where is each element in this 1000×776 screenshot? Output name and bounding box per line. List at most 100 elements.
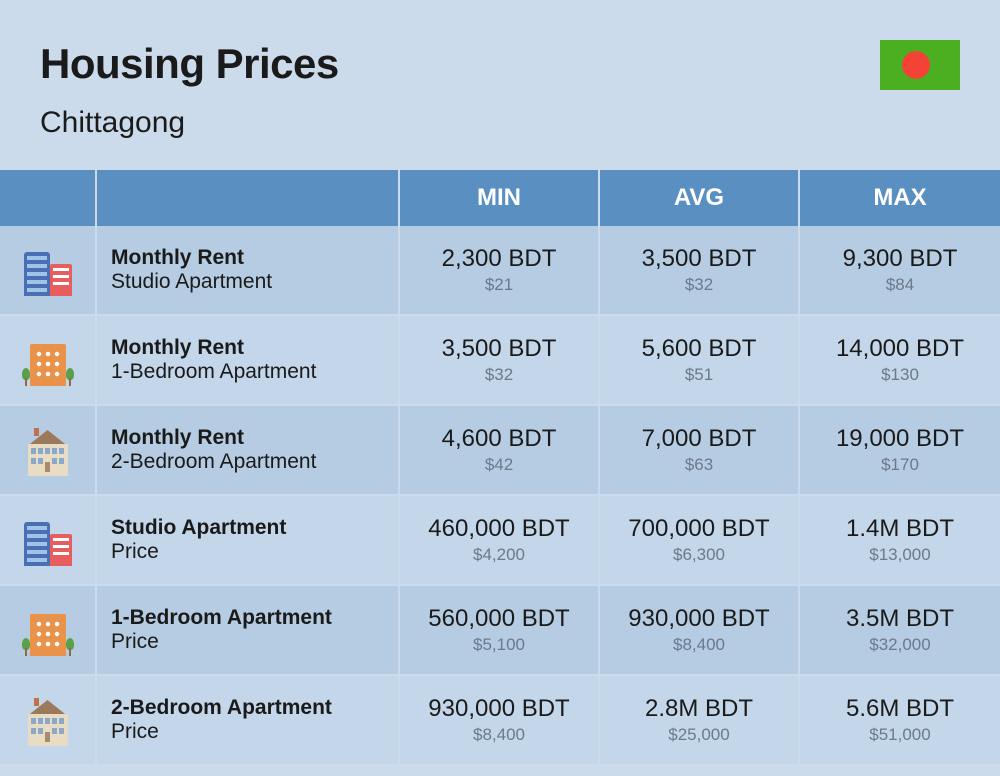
cell-icon [0, 496, 97, 584]
th-icon [0, 170, 97, 226]
cell-max: 14,000 BDT$130 [800, 316, 1000, 404]
cell-max: 1.4M BDT$13,000 [800, 496, 1000, 584]
min-primary: 460,000 BDT [428, 515, 569, 543]
flag-circle [902, 51, 930, 79]
avg-secondary: $32 [685, 275, 713, 295]
avg-primary: 2.8M BDT [645, 695, 753, 723]
max-secondary: $130 [881, 365, 919, 385]
pricing-table: MIN AVG MAX Monthly RentStudio Apartment… [0, 170, 1000, 766]
cell-max: 5.6M BDT$51,000 [800, 676, 1000, 764]
cell-label: Studio ApartmentPrice [97, 496, 400, 584]
table-row: Monthly Rent1-Bedroom Apartment3,500 BDT… [0, 316, 1000, 406]
cell-avg: 5,600 BDT$51 [600, 316, 800, 404]
cell-icon [0, 316, 97, 404]
cell-min: 4,600 BDT$42 [400, 406, 600, 494]
table-row: Studio ApartmentPrice460,000 BDT$4,20070… [0, 496, 1000, 586]
min-secondary: $8,400 [473, 725, 525, 745]
table-row: 1-Bedroom ApartmentPrice560,000 BDT$5,10… [0, 586, 1000, 676]
cell-min: 460,000 BDT$4,200 [400, 496, 600, 584]
avg-secondary: $25,000 [668, 725, 729, 745]
min-primary: 3,500 BDT [442, 335, 557, 363]
min-secondary: $21 [485, 275, 513, 295]
avg-secondary: $8,400 [673, 635, 725, 655]
cell-min: 2,300 BDT$21 [400, 226, 600, 314]
cell-avg: 7,000 BDT$63 [600, 406, 800, 494]
th-avg: AVG [600, 170, 800, 226]
cell-avg: 3,500 BDT$32 [600, 226, 800, 314]
min-secondary: $32 [485, 365, 513, 385]
max-secondary: $13,000 [869, 545, 930, 565]
cell-label: 1-Bedroom ApartmentPrice [97, 586, 400, 674]
building-orange-icon [22, 334, 74, 386]
flag-icon [880, 40, 960, 90]
row-title: Monthly Rent [111, 426, 398, 450]
row-title: Studio Apartment [111, 516, 398, 540]
buildings-icon [22, 514, 74, 566]
max-primary: 1.4M BDT [846, 515, 954, 543]
max-primary: 14,000 BDT [836, 335, 964, 363]
max-primary: 5.6M BDT [846, 695, 954, 723]
avg-secondary: $6,300 [673, 545, 725, 565]
avg-secondary: $51 [685, 365, 713, 385]
cell-max: 19,000 BDT$170 [800, 406, 1000, 494]
table-row: 2-Bedroom ApartmentPrice930,000 BDT$8,40… [0, 676, 1000, 766]
table-body: Monthly RentStudio Apartment2,300 BDT$21… [0, 226, 1000, 766]
max-secondary: $32,000 [869, 635, 930, 655]
row-subtitle: 2-Bedroom Apartment [111, 450, 398, 474]
page-title: Housing Prices [40, 40, 960, 88]
house-icon [22, 424, 74, 476]
avg-primary: 930,000 BDT [628, 605, 769, 633]
min-secondary: $42 [485, 455, 513, 475]
row-subtitle: 1-Bedroom Apartment [111, 360, 398, 384]
building-orange-icon [22, 604, 74, 656]
table-row: Monthly RentStudio Apartment2,300 BDT$21… [0, 226, 1000, 316]
cell-max: 3.5M BDT$32,000 [800, 586, 1000, 674]
min-secondary: $4,200 [473, 545, 525, 565]
cell-avg: 2.8M BDT$25,000 [600, 676, 800, 764]
cell-label: Monthly Rent2-Bedroom Apartment [97, 406, 400, 494]
avg-primary: 3,500 BDT [642, 245, 757, 273]
avg-secondary: $63 [685, 455, 713, 475]
row-subtitle: Price [111, 630, 398, 654]
max-primary: 3.5M BDT [846, 605, 954, 633]
cell-avg: 930,000 BDT$8,400 [600, 586, 800, 674]
row-subtitle: Price [111, 540, 398, 564]
max-primary: 9,300 BDT [843, 245, 958, 273]
max-secondary: $51,000 [869, 725, 930, 745]
house-icon [22, 694, 74, 746]
avg-primary: 7,000 BDT [642, 425, 757, 453]
page-subtitle: Chittagong [40, 106, 960, 140]
row-subtitle: Studio Apartment [111, 270, 398, 294]
cell-icon [0, 586, 97, 674]
row-title: 1-Bedroom Apartment [111, 606, 398, 630]
row-title: Monthly Rent [111, 336, 398, 360]
min-secondary: $5,100 [473, 635, 525, 655]
max-primary: 19,000 BDT [836, 425, 964, 453]
header: Housing Prices Chittagong [0, 0, 1000, 170]
min-primary: 4,600 BDT [442, 425, 557, 453]
cell-min: 3,500 BDT$32 [400, 316, 600, 404]
cell-avg: 700,000 BDT$6,300 [600, 496, 800, 584]
cell-icon [0, 226, 97, 314]
cell-icon [0, 406, 97, 494]
cell-label: 2-Bedroom ApartmentPrice [97, 676, 400, 764]
table-row: Monthly Rent2-Bedroom Apartment4,600 BDT… [0, 406, 1000, 496]
row-title: 2-Bedroom Apartment [111, 696, 398, 720]
min-primary: 560,000 BDT [428, 605, 569, 633]
row-title: Monthly Rent [111, 246, 398, 270]
cell-max: 9,300 BDT$84 [800, 226, 1000, 314]
th-min: MIN [400, 170, 600, 226]
buildings-icon [22, 244, 74, 296]
cell-min: 930,000 BDT$8,400 [400, 676, 600, 764]
cell-label: Monthly RentStudio Apartment [97, 226, 400, 314]
avg-primary: 700,000 BDT [628, 515, 769, 543]
cell-icon [0, 676, 97, 764]
min-primary: 930,000 BDT [428, 695, 569, 723]
avg-primary: 5,600 BDT [642, 335, 757, 363]
max-secondary: $170 [881, 455, 919, 475]
cell-min: 560,000 BDT$5,100 [400, 586, 600, 674]
min-primary: 2,300 BDT [442, 245, 557, 273]
row-subtitle: Price [111, 720, 398, 744]
th-max: MAX [800, 170, 1000, 226]
max-secondary: $84 [886, 275, 914, 295]
